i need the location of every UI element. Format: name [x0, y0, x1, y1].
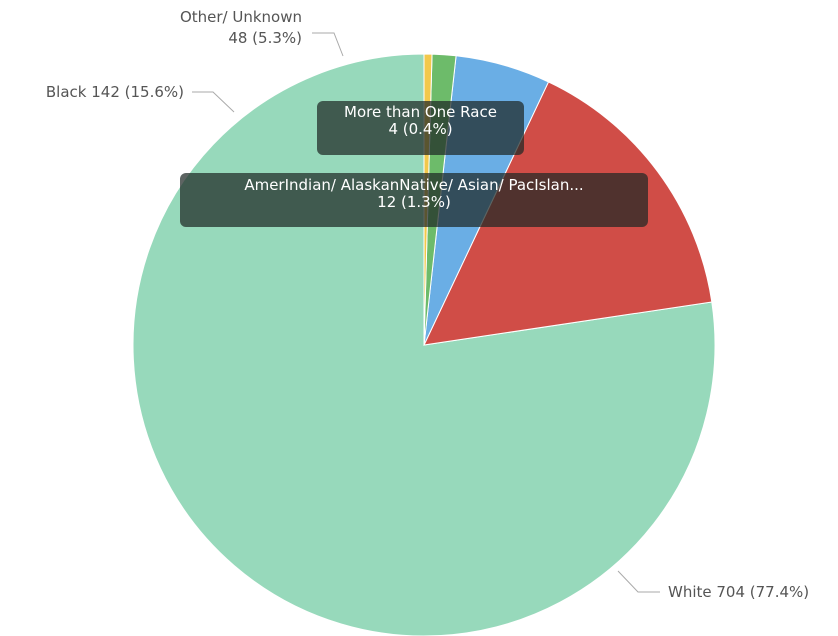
slice-label-black: Black 142 (15.6%) [46, 83, 184, 101]
leader-line-other [312, 32, 344, 57]
slice-label-amerindian-asian: AmerIndian/ AlaskanNative/ Asian/ PacIsl… [180, 173, 648, 227]
slice-label-more-than-one-race-name: More than One Race [344, 103, 497, 121]
leader-line-white [617, 570, 660, 593]
leader-line-black [192, 91, 235, 113]
slice-label-amerindian-asian-name: AmerIndian/ AlaskanNative/ Asian/ PacIsl… [244, 176, 584, 194]
slice-label-more-than-one-race: More than One Race 4 (0.4%) [317, 101, 524, 155]
slice-label-white: White 704 (77.4%) [668, 583, 809, 601]
slice-label-amerindian-asian-value: 12 (1.3%) [377, 193, 451, 211]
slice-label-other-name: Other/ Unknown [180, 8, 302, 26]
slice-label-more-than-one-race-value: 4 (0.4%) [388, 120, 453, 138]
slice-label-other-value: 48 (5.3%) [228, 29, 302, 47]
